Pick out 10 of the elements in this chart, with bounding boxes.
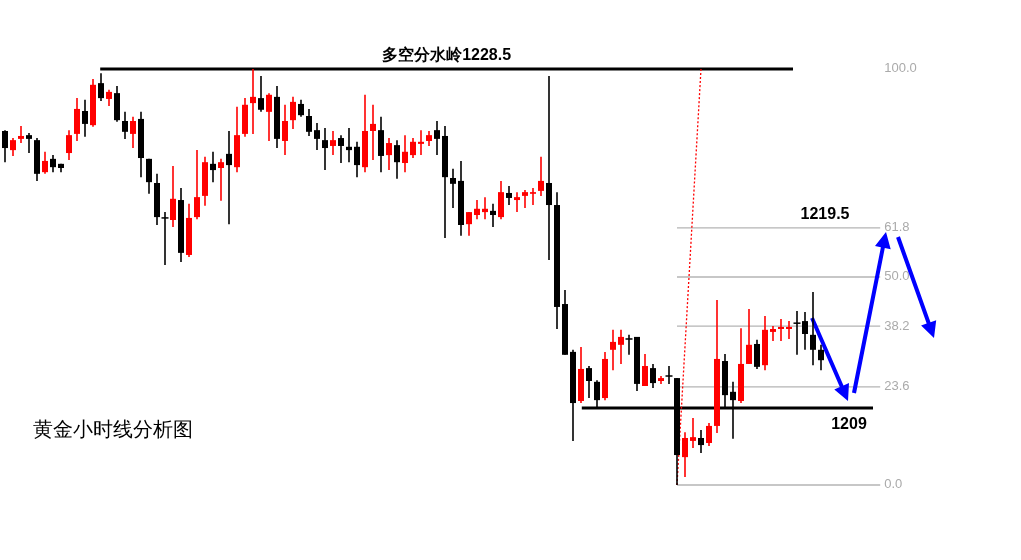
ref-line-label: 多空分水岭1228.5 bbox=[382, 46, 512, 63]
annotation: 1219.5 bbox=[800, 205, 850, 222]
annotation: 1209 bbox=[831, 415, 867, 432]
y-tick-label: 61.8 bbox=[884, 219, 910, 235]
y-tick-label: 23.6 bbox=[884, 378, 910, 394]
title: 黄金小时线分析图 bbox=[33, 417, 193, 441]
y-tick-label: 38.2 bbox=[884, 317, 910, 333]
y-tick-label: 0.0 bbox=[884, 476, 903, 492]
y-tick-label: 100.0 bbox=[884, 60, 917, 76]
y-tick-label: 50.0 bbox=[884, 268, 910, 284]
